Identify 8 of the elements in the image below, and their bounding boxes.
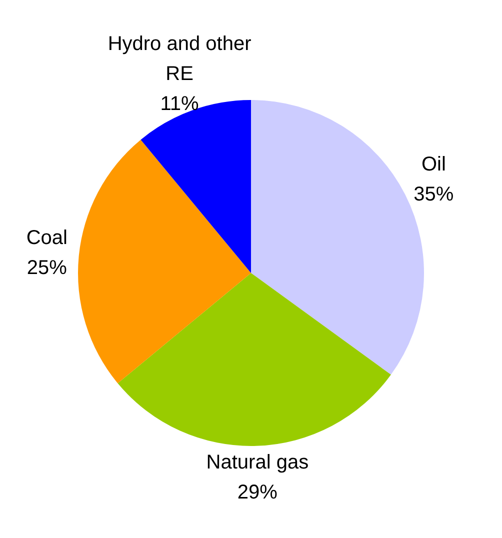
data-label: 35% bbox=[414, 183, 454, 206]
data-label: 29% bbox=[237, 481, 278, 504]
slice-label: Oil bbox=[421, 153, 446, 176]
data-label: 25% bbox=[26, 257, 68, 280]
slice-label: Hydro and other RE bbox=[108, 32, 252, 85]
slice-label: Natural gas bbox=[206, 451, 309, 474]
slice-label: Coal bbox=[26, 227, 68, 250]
data-label: 11% bbox=[160, 92, 200, 115]
